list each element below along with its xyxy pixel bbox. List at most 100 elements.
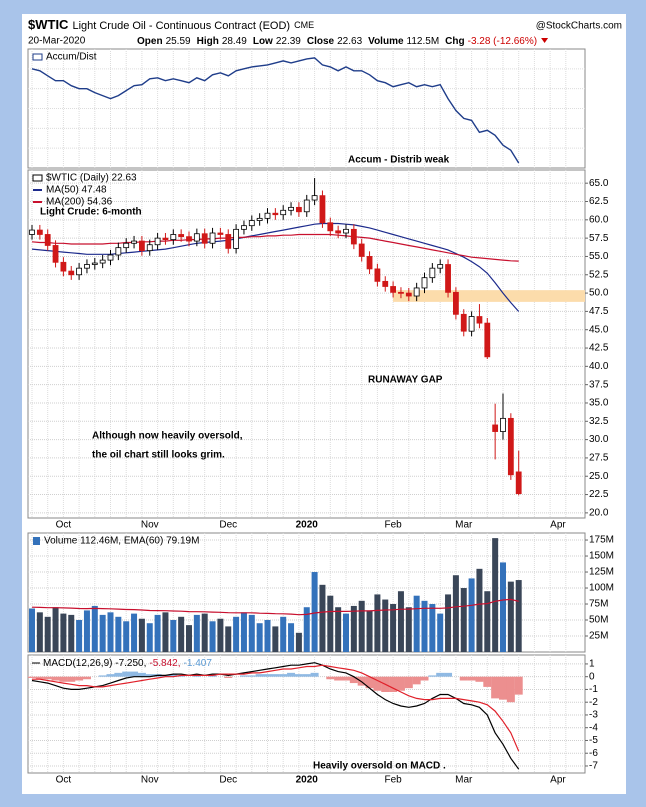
- volume-bar: [256, 623, 263, 652]
- histogram-bar: [404, 676, 413, 689]
- histogram-bar: [475, 676, 484, 682]
- y-tick-label: 37.5: [589, 379, 609, 390]
- volume-bar: [264, 620, 271, 652]
- candle-body: [484, 322, 491, 358]
- legend-icon: [33, 537, 40, 545]
- quote-label: Low: [253, 36, 273, 47]
- histogram-bar: [342, 676, 350, 681]
- candle-body: [60, 261, 67, 272]
- x-tick-label: Dec: [219, 775, 237, 786]
- candle-body: [311, 195, 318, 201]
- legend-entry: Accum/Dist: [46, 52, 97, 63]
- candle-body: [162, 237, 169, 240]
- volume-bar: [240, 612, 247, 652]
- histogram-bar: [365, 676, 374, 689]
- volume-bar: [327, 595, 334, 652]
- candle-body: [36, 229, 43, 235]
- y-tick-label: -1: [589, 684, 598, 695]
- legend-entry: $WTIC (Daily) 22.63: [46, 173, 137, 184]
- volume-bar: [476, 568, 483, 652]
- y-tick-label: -2: [589, 697, 598, 708]
- candle-body: [445, 264, 451, 293]
- candle-body: [500, 417, 506, 432]
- x-tick-label: Apr: [550, 775, 566, 786]
- candle-body: [170, 234, 177, 240]
- volume-bar: [138, 618, 145, 652]
- volume-bar: [366, 610, 373, 652]
- histogram-bar: [59, 676, 68, 682]
- candle-body: [492, 424, 499, 432]
- volume-bar: [413, 595, 420, 652]
- histogram-bar: [459, 676, 468, 681]
- histogram-bar: [310, 672, 319, 677]
- series-line: [31, 598, 519, 616]
- candle-body: [476, 316, 483, 324]
- volume-bar: [311, 572, 318, 652]
- y-tick-label: 52.5: [589, 269, 609, 280]
- legend-part: -5.842,: [149, 658, 180, 669]
- histogram-bar: [389, 676, 398, 692]
- series-line: [31, 233, 519, 262]
- y-tick-label: 20.0: [589, 508, 609, 519]
- y-tick-label: 150M: [589, 551, 614, 562]
- ad-line: [31, 57, 520, 164]
- volume-bar: [36, 612, 43, 652]
- series-line: [31, 662, 520, 770]
- annotation: Heavily oversold on MACD .: [313, 761, 446, 772]
- quote-value: 28.49: [222, 36, 247, 47]
- volume-bar: [468, 578, 475, 652]
- y-tick-label: 57.5: [589, 233, 609, 244]
- y-tick-label: 60.0: [589, 214, 609, 225]
- histogram-bar: [122, 671, 131, 677]
- y-tick-label: 100M: [589, 583, 614, 594]
- candle-body: [99, 259, 106, 264]
- x-tick-label: Apr: [550, 520, 566, 531]
- candle-body: [131, 240, 137, 244]
- resistance-band: [393, 290, 585, 302]
- y-tick-label: 175M: [589, 535, 614, 546]
- y-tick-label: 32.5: [589, 416, 609, 427]
- candle-body: [241, 225, 247, 230]
- candle-body: [327, 222, 334, 232]
- volume-bar: [350, 605, 357, 652]
- quote-line: Open 25.59 High 28.49 Low 22.39 Close 22.63 Volu…: [137, 36, 537, 47]
- volume-bar: [107, 612, 114, 652]
- y-tick-label: -5: [589, 735, 598, 746]
- candle-body: [76, 267, 82, 276]
- histogram-bar: [279, 674, 288, 677]
- histogram-bar: [302, 674, 311, 677]
- volume-bar: [186, 625, 192, 652]
- histogram-bar: [349, 676, 358, 684]
- volume-bar: [99, 614, 106, 652]
- quote-label: Close: [307, 36, 335, 47]
- series-line: [31, 222, 520, 312]
- volume-bar: [217, 618, 224, 652]
- histogram-bar: [420, 676, 429, 681]
- y-tick-label: 42.5: [589, 343, 609, 354]
- histogram-bar: [82, 676, 91, 680]
- histogram-bar: [239, 675, 248, 677]
- histogram-bar: [98, 675, 107, 677]
- candle-body: [460, 313, 467, 332]
- quote-label: Open: [137, 36, 163, 47]
- candle-body: [123, 242, 130, 249]
- histogram-bar: [106, 674, 115, 677]
- histogram-bar: [263, 674, 272, 677]
- candle-body: [52, 245, 59, 263]
- candle-body: [452, 291, 459, 315]
- volume-bar: [303, 607, 310, 652]
- volume-bar: [507, 581, 514, 652]
- volume-bar: [225, 626, 232, 652]
- volume-bar: [382, 599, 389, 652]
- histogram-bar: [506, 676, 515, 703]
- candle-body: [107, 254, 114, 261]
- candle-body: [507, 417, 514, 476]
- quote-label: High: [197, 36, 219, 47]
- volume-bar: [484, 591, 491, 652]
- volume-bar: [44, 616, 51, 652]
- x-tick-label: Oct: [56, 520, 72, 531]
- panel: [27, 654, 586, 774]
- histogram-bar: [483, 676, 492, 687]
- y-tick-label: 125M: [589, 567, 614, 578]
